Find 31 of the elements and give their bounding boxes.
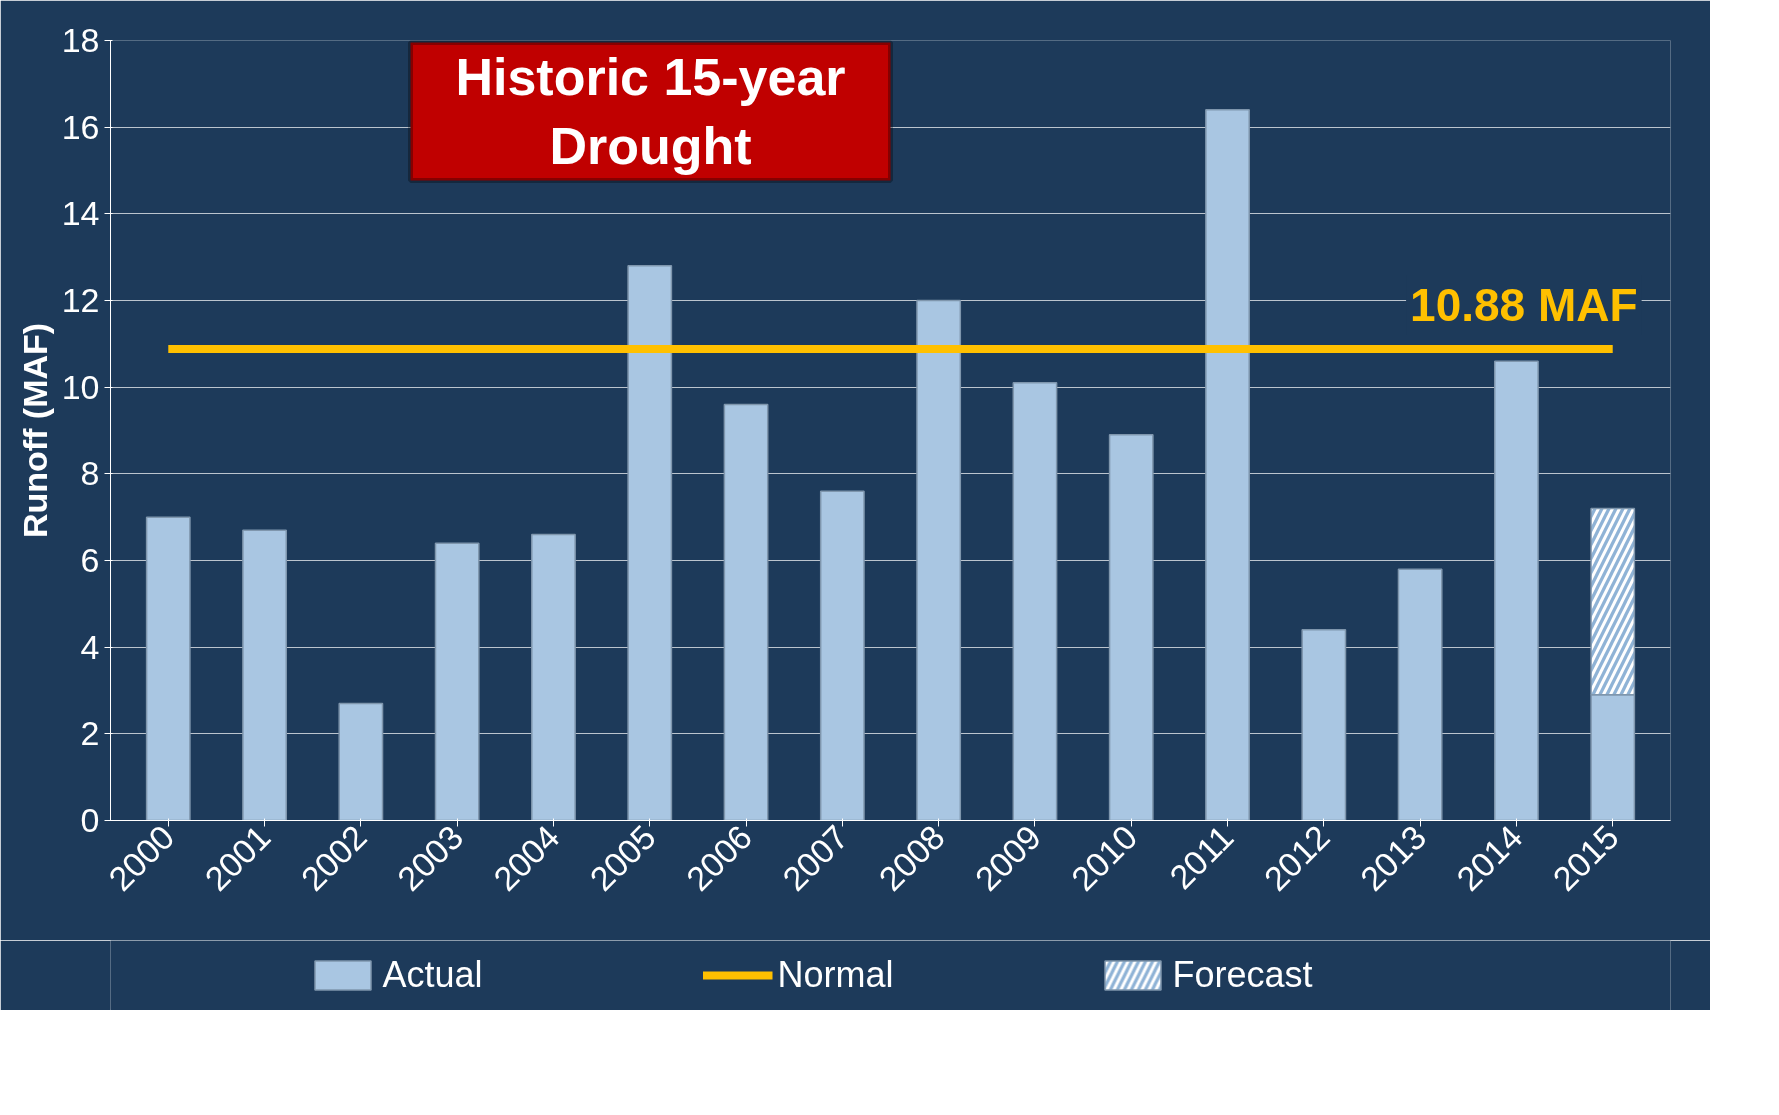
annotation: 10.88 MAF	[1410, 279, 1638, 332]
bar	[1108, 434, 1154, 821]
y-tick-label: 14	[61, 194, 100, 233]
bar	[145, 516, 191, 821]
bar	[916, 299, 962, 821]
text: Historic 15-year Drought	[455, 47, 846, 176]
bar	[1301, 629, 1347, 821]
bar	[819, 490, 865, 821]
legend-label: Forecast	[1172, 954, 1314, 996]
bar	[1494, 360, 1539, 821]
y-tick-label: 8	[80, 454, 100, 493]
legend-label: Actual	[382, 954, 484, 996]
y-tick-label: 12	[61, 281, 100, 319]
y-tick-label: 10	[61, 367, 100, 406]
y-tick-label: 16	[61, 107, 100, 146]
y-tick-label: 4	[80, 627, 100, 666]
bar	[242, 529, 287, 821]
bar	[434, 542, 480, 821]
legend-label: Normal	[777, 954, 895, 996]
y-tick-label: 18	[61, 21, 100, 59]
bar	[1012, 382, 1058, 821]
y-tick-label: 6	[80, 541, 100, 579]
y-axis-title: Runoff (MAF)	[15, 322, 54, 539]
bar	[627, 265, 673, 821]
bar	[338, 702, 384, 821]
bar	[531, 533, 576, 821]
bar	[723, 403, 769, 821]
bar	[1205, 109, 1250, 821]
bar	[1397, 568, 1443, 821]
y-tick-label: 2	[80, 714, 100, 753]
y-tick-label: 0	[80, 801, 100, 839]
